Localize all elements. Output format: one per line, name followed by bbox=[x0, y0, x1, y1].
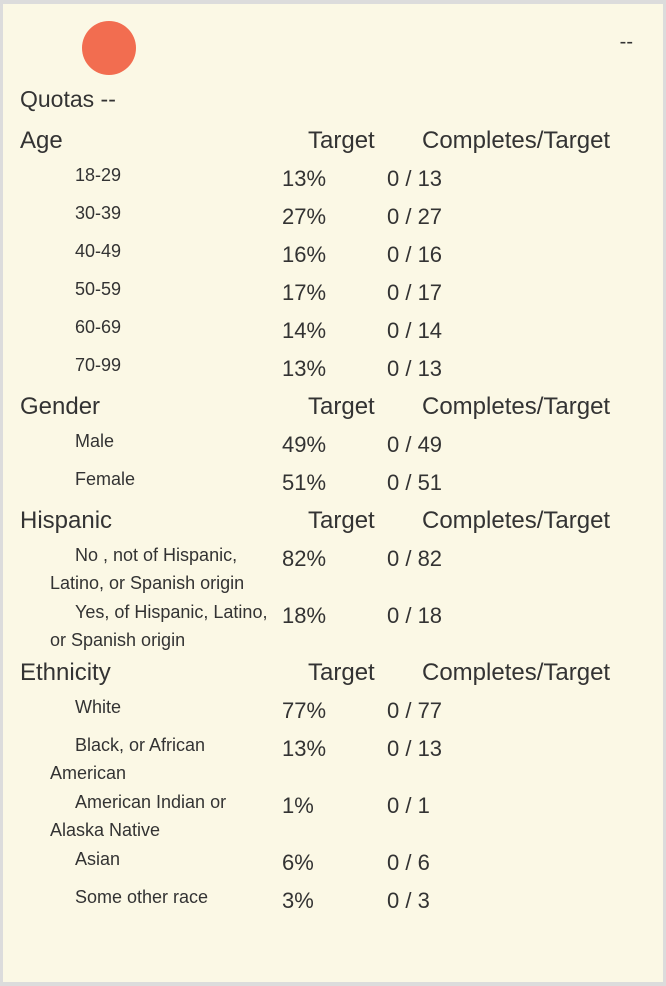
completes-column-header: Completes/Target bbox=[422, 507, 611, 534]
completes-column-header: Completes/Target bbox=[422, 127, 611, 154]
quota-label: Some other race bbox=[75, 887, 209, 907]
quota-row: Yes, of Hispanic, Latino, or Spanish ori… bbox=[20, 597, 660, 654]
quota-label: Black, or African American bbox=[50, 735, 206, 783]
quota-label: 40-49 bbox=[75, 241, 122, 261]
quota-completes: 0 / 13 bbox=[387, 736, 443, 761]
quota-row: Some other race 3% 0 / 3 bbox=[20, 882, 660, 920]
page-title: Quotas -- bbox=[20, 86, 116, 112]
completes-column-header: Completes/Target bbox=[422, 659, 611, 686]
quota-row: No , not of Hispanic, Latino, or Spanish… bbox=[20, 540, 660, 597]
quotas-panel: -- Quotas -- Age Target Completes/Target 18… bbox=[3, 4, 663, 982]
target-column-header: Target bbox=[308, 127, 375, 154]
quota-target: 13% bbox=[282, 356, 327, 381]
quota-label: 50-59 bbox=[75, 279, 122, 299]
quota-label: 30-39 bbox=[75, 203, 122, 223]
corner-text: -- bbox=[619, 31, 633, 53]
quota-target: 17% bbox=[282, 280, 327, 305]
quota-completes: 0 / 17 bbox=[387, 280, 443, 305]
quota-completes: 0 / 51 bbox=[387, 470, 443, 495]
quota-label: Yes, of Hispanic, Latino, or Spanish ori… bbox=[50, 602, 268, 650]
completes-column-header: Completes/Target bbox=[422, 393, 611, 420]
quota-row: 70-99 13% 0 / 13 bbox=[20, 350, 660, 388]
quota-target: 13% bbox=[282, 166, 327, 191]
quota-completes: 0 / 18 bbox=[387, 603, 443, 628]
quota-completes: 0 / 27 bbox=[387, 204, 443, 229]
quota-completes: 0 / 14 bbox=[387, 318, 443, 343]
quota-completes: 0 / 77 bbox=[387, 698, 443, 723]
target-column-header: Target bbox=[308, 393, 375, 420]
quota-target: 27% bbox=[282, 204, 327, 229]
quota-target: 49% bbox=[282, 432, 327, 457]
quota-target: 6% bbox=[282, 850, 314, 875]
quota-label: Asian bbox=[75, 849, 121, 869]
quota-row: 18-29 13% 0 / 13 bbox=[20, 160, 660, 198]
quota-row: Male 49% 0 / 49 bbox=[20, 426, 660, 464]
quota-target: 1% bbox=[282, 793, 314, 818]
quota-label: Male bbox=[75, 431, 115, 451]
section-header: Ethnicity Target Completes/Target bbox=[20, 654, 660, 692]
quota-table: Age Target Completes/Target 18-29 13% 0 / 13 3… bbox=[20, 122, 660, 920]
section-header: Gender Target Completes/Target bbox=[20, 388, 660, 426]
section-title: Ethnicity bbox=[20, 659, 111, 686]
quota-target: 14% bbox=[282, 318, 327, 343]
quota-target: 51% bbox=[282, 470, 327, 495]
quota-label: No , not of Hispanic, Latino, or Spanish… bbox=[50, 545, 245, 593]
logo-circle-icon bbox=[82, 21, 136, 75]
quota-target: 3% bbox=[282, 888, 314, 913]
quota-target: 77% bbox=[282, 698, 327, 723]
section-title: Age bbox=[20, 127, 63, 154]
quota-label: 60-69 bbox=[75, 317, 122, 337]
quota-row: Female 51% 0 / 51 bbox=[20, 464, 660, 502]
quota-row: White 77% 0 / 77 bbox=[20, 692, 660, 730]
quota-target: 82% bbox=[282, 546, 327, 571]
quota-label: 70-99 bbox=[75, 355, 122, 375]
quota-completes: 0 / 6 bbox=[387, 850, 430, 875]
quota-row: 40-49 16% 0 / 16 bbox=[20, 236, 660, 274]
quota-label: 18-29 bbox=[75, 165, 122, 185]
quota-target: 16% bbox=[282, 242, 327, 267]
section-header: Age Target Completes/Target bbox=[20, 122, 660, 160]
quota-label: White bbox=[75, 697, 122, 717]
quota-target: 18% bbox=[282, 603, 327, 628]
quota-completes: 0 / 13 bbox=[387, 356, 443, 381]
quota-label: American Indian or Alaska Native bbox=[50, 792, 227, 840]
quota-target: 13% bbox=[282, 736, 327, 761]
quota-row: American Indian or Alaska Native 1% 0 / 1 bbox=[20, 787, 660, 844]
section-title: Hispanic bbox=[20, 507, 113, 534]
quota-row: Black, or African American 13% 0 / 13 bbox=[20, 730, 660, 787]
quota-row: 50-59 17% 0 / 17 bbox=[20, 274, 660, 312]
section-title: Gender bbox=[20, 393, 101, 420]
quota-completes: 0 / 82 bbox=[387, 546, 443, 571]
quota-completes: 0 / 1 bbox=[387, 793, 430, 818]
quota-row: Asian 6% 0 / 6 bbox=[20, 844, 660, 882]
quota-completes: 0 / 3 bbox=[387, 888, 430, 913]
quota-row: 60-69 14% 0 / 14 bbox=[20, 312, 660, 350]
target-column-header: Target bbox=[308, 507, 375, 534]
quota-completes: 0 / 13 bbox=[387, 166, 443, 191]
section-header: Hispanic Target Completes/Target bbox=[20, 502, 660, 540]
quota-row: 30-39 27% 0 / 27 bbox=[20, 198, 660, 236]
quota-label: Female bbox=[75, 469, 136, 489]
target-column-header: Target bbox=[308, 659, 375, 686]
quota-completes: 0 / 16 bbox=[387, 242, 443, 267]
quota-completes: 0 / 49 bbox=[387, 432, 443, 457]
